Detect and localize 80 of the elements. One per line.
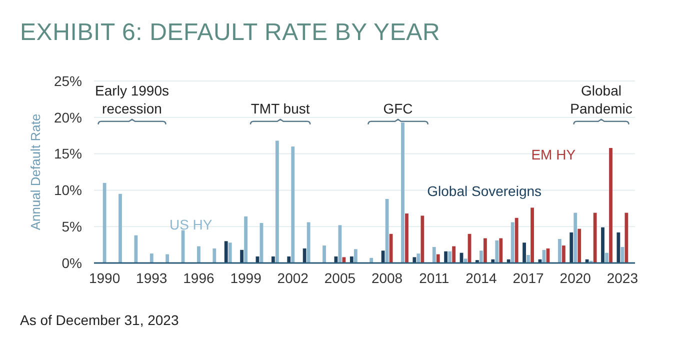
bar <box>510 222 514 263</box>
y-axis-title: Annual Default Rate <box>28 114 43 230</box>
y-tick-label: 15% <box>54 146 82 162</box>
bar <box>574 212 578 263</box>
annotation: GFC <box>383 100 413 116</box>
bar <box>306 222 310 263</box>
bar <box>166 254 170 263</box>
bar <box>412 257 416 263</box>
bar <box>444 251 448 263</box>
x-tick-label: 2011 <box>419 270 450 286</box>
x-tick-label: 1999 <box>230 270 262 286</box>
bar <box>526 254 530 263</box>
bar <box>212 248 216 263</box>
bar <box>228 242 232 263</box>
text: EM HY <box>531 146 576 163</box>
bar <box>244 216 248 263</box>
y-tick-label: 20% <box>54 109 82 126</box>
bar <box>605 252 608 263</box>
x-tick-label: 1990 <box>88 270 120 286</box>
bar <box>401 122 404 263</box>
y-tick-label: 5% <box>62 218 82 234</box>
bar <box>514 218 518 263</box>
annotation: Early 1990s recession <box>95 82 169 116</box>
bar <box>102 182 106 263</box>
x-tick-label: 2020 <box>560 270 592 286</box>
bar <box>530 208 534 263</box>
text: As of December 31, 2023 <box>20 312 179 328</box>
x-tick-label: 2008 <box>371 270 403 286</box>
bar <box>322 246 326 263</box>
bar <box>495 240 499 263</box>
bar <box>118 194 122 263</box>
bar <box>350 256 354 263</box>
bar <box>275 140 279 263</box>
bar <box>624 212 628 263</box>
y-tick-label: 25% <box>54 72 82 89</box>
x-tick-label: 2023 <box>606 270 638 286</box>
bar <box>601 227 604 263</box>
x-tick-label: 2014 <box>466 270 497 286</box>
bar <box>134 235 138 263</box>
bar <box>271 256 275 263</box>
bar <box>287 256 291 263</box>
bar <box>420 216 424 263</box>
bar <box>480 250 483 263</box>
bar <box>436 254 440 263</box>
bar <box>562 246 566 263</box>
bar <box>558 238 562 263</box>
bar <box>620 246 624 263</box>
bar <box>354 249 358 263</box>
bar <box>370 258 374 263</box>
series-label: US HY <box>169 216 213 233</box>
bar <box>499 238 503 263</box>
bar <box>609 148 612 263</box>
bar <box>593 212 597 263</box>
bar <box>448 251 452 263</box>
bar <box>578 228 582 263</box>
x-tick-label: 2017 <box>512 270 544 286</box>
bar <box>197 246 200 263</box>
annotation: Global Pandemic <box>570 82 632 116</box>
bar <box>291 146 295 263</box>
bar <box>616 232 620 263</box>
y-tick-label: 0% <box>62 254 82 271</box>
bar <box>302 248 306 263</box>
chart-title: EXHIBIT 6: DEFAULT RATE BY YEAR <box>20 19 440 46</box>
x-tick-label: 1996 <box>183 270 214 286</box>
bar <box>522 242 526 263</box>
bar <box>405 213 408 263</box>
annotation: TMT bust <box>250 100 310 116</box>
x-tick-label: 2002 <box>277 270 309 286</box>
bar <box>452 246 456 263</box>
x-tick-label: 1993 <box>136 270 168 286</box>
text: Global Sovereigns <box>427 183 542 200</box>
bar <box>224 241 228 263</box>
y-tick-label: 10% <box>54 182 82 198</box>
bar <box>416 254 420 263</box>
bar <box>432 246 436 263</box>
bar <box>240 250 244 263</box>
bar <box>484 238 487 263</box>
bar <box>150 254 154 263</box>
x-tick-label: 2005 <box>324 270 356 286</box>
bar <box>570 232 574 263</box>
